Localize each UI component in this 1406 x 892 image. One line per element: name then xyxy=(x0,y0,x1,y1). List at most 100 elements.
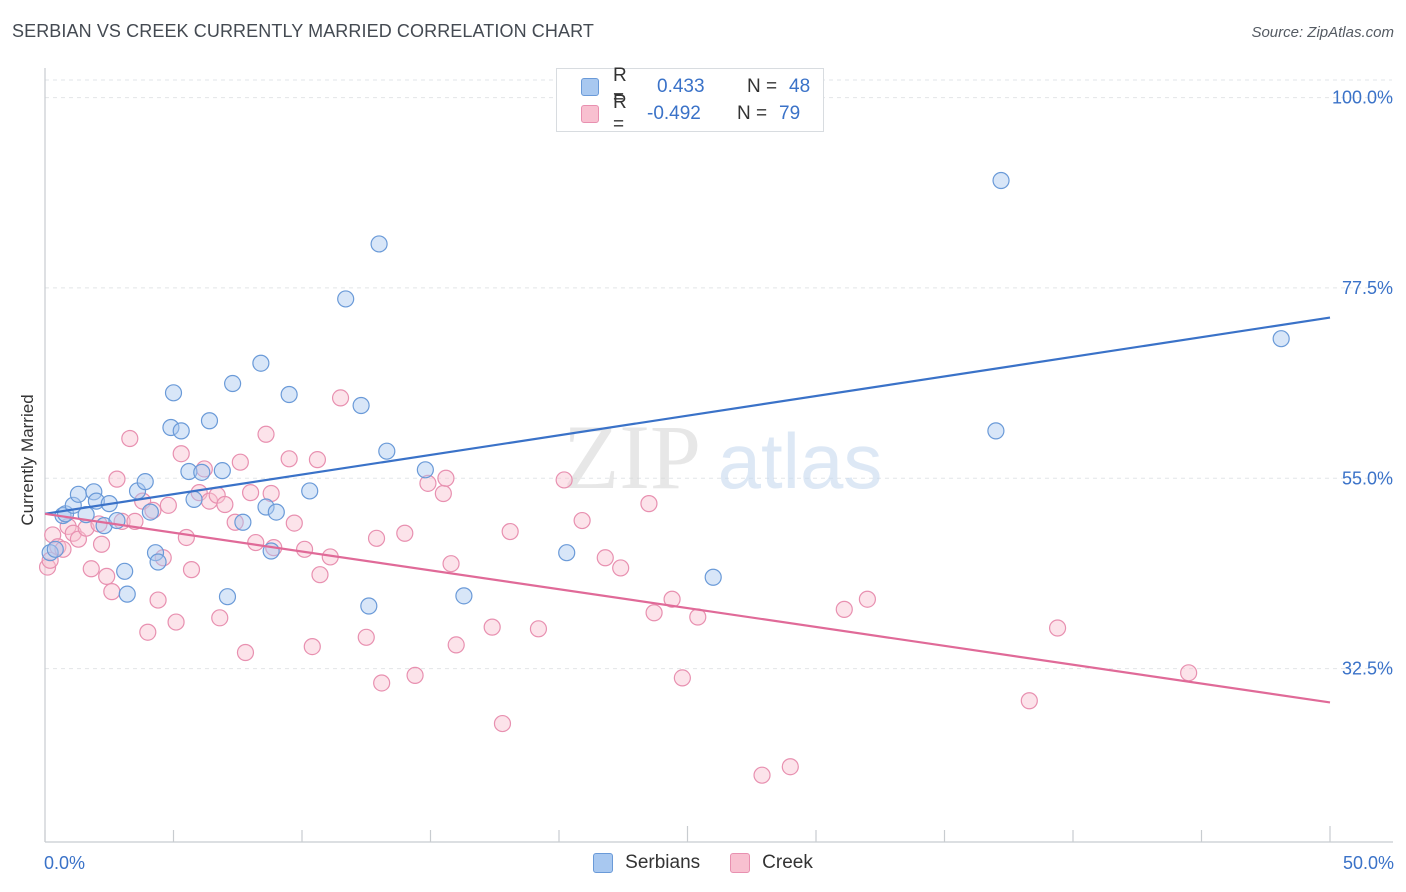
legend-row-creek: R = -0.492 N = 79 xyxy=(581,92,801,135)
serbians-point xyxy=(162,418,180,437)
legend-swatch-creek xyxy=(730,853,751,873)
y-tick-label: 77.5% xyxy=(1342,278,1393,298)
serbians-point xyxy=(172,422,190,440)
creek-point xyxy=(673,669,691,687)
serbians-point xyxy=(69,485,88,503)
creek-point xyxy=(555,471,573,489)
serbians-point xyxy=(704,568,722,586)
creek-point xyxy=(1180,664,1198,682)
legend-r-label: R = xyxy=(613,65,627,108)
chart-title: SERBIAN VS CREEK CURRENTLY MARRIED CORRE… xyxy=(12,21,594,41)
serbians-point xyxy=(218,588,237,606)
serbians-point xyxy=(558,544,576,562)
creek-point xyxy=(434,484,452,503)
serbians-point xyxy=(193,463,211,481)
creek-point xyxy=(835,600,853,618)
serbians-point xyxy=(352,396,370,415)
serbians-point xyxy=(992,171,1010,190)
legend-n-label: N = xyxy=(747,76,778,97)
serbians-point xyxy=(149,553,167,571)
creek-point xyxy=(858,590,877,608)
source-credit: Source: ZipAtlas.com xyxy=(1251,24,1394,41)
legend-item-creek: Creek xyxy=(730,852,813,874)
x-tick-label-max: 50.0% xyxy=(1342,853,1394,873)
serbians-point xyxy=(118,585,136,603)
creek-point xyxy=(167,613,185,631)
creek-point xyxy=(38,558,57,576)
serbians-point xyxy=(200,412,219,430)
creek-point xyxy=(663,590,681,608)
serbians-point xyxy=(185,490,203,509)
creek-point xyxy=(108,470,126,488)
serbians-point xyxy=(416,461,434,479)
creek-point xyxy=(483,618,501,636)
creek-point xyxy=(308,451,327,469)
creek-point xyxy=(121,429,139,448)
creek-point xyxy=(139,623,157,641)
serbians-point xyxy=(280,385,298,404)
serbians-point xyxy=(116,562,134,580)
trend-lines xyxy=(44,316,1331,704)
serbians-point xyxy=(267,503,285,521)
legend-n-value: 79 xyxy=(779,103,801,124)
creek-point xyxy=(367,529,386,547)
creek-point xyxy=(501,522,519,541)
serbians-point xyxy=(370,235,388,253)
y-tick-label: 55.0% xyxy=(1342,468,1393,488)
watermark-atlas: atlas xyxy=(718,417,883,505)
creek-point xyxy=(303,637,321,656)
legend-label-serbians: Serbians xyxy=(625,852,701,873)
creek-point xyxy=(172,445,190,463)
serbians-point xyxy=(180,462,198,481)
legend-r-label: R = xyxy=(613,92,627,135)
legend-swatch-serbians xyxy=(581,78,599,96)
creek-point xyxy=(645,604,663,622)
serbians-point xyxy=(337,290,355,308)
creek-point xyxy=(182,561,201,579)
serbians-point xyxy=(224,374,242,393)
serbians-point xyxy=(46,540,64,558)
serbians-point xyxy=(141,503,159,521)
creek-point xyxy=(98,567,116,585)
creek-point xyxy=(149,591,167,609)
serbians-points xyxy=(41,171,1290,615)
creek-point xyxy=(753,766,771,784)
creek-point xyxy=(280,450,298,468)
creek-point xyxy=(257,425,275,443)
legend-n-value: 48 xyxy=(789,76,811,97)
creek-point xyxy=(612,559,630,577)
creek-point xyxy=(295,540,314,558)
creek-point xyxy=(529,620,548,638)
legend-swatch-serbians xyxy=(593,853,614,873)
legend-r-value: -0.492 xyxy=(647,103,701,124)
serbians-point xyxy=(257,498,275,516)
legend-label-creek: Creek xyxy=(762,852,813,873)
creek-points xyxy=(38,389,1198,784)
x-tick-label-min: 0.0% xyxy=(44,853,86,873)
y-axis-label: Currently Married xyxy=(18,394,37,526)
creek-point xyxy=(103,583,121,601)
axes xyxy=(44,68,1393,843)
creek-point xyxy=(596,549,614,567)
y-tick-label: 100.0% xyxy=(1332,88,1393,108)
serbians-point xyxy=(1272,330,1290,348)
creek-point xyxy=(447,636,465,654)
creek-point xyxy=(144,501,162,520)
creek-point xyxy=(357,628,375,646)
creek-point xyxy=(442,555,460,573)
series-legend: Serbians Creek xyxy=(0,852,1406,874)
creek-point xyxy=(640,495,658,513)
watermark-zip: ZIP xyxy=(563,406,701,508)
serbians-point xyxy=(164,384,183,402)
serbians-point xyxy=(252,354,270,372)
serbians-point xyxy=(213,462,231,480)
y-tick-labels: 100.0% 77.5% 55.0% 32.5% xyxy=(1332,88,1393,679)
creek-point xyxy=(331,389,350,407)
serbians-point xyxy=(301,482,319,500)
creek-point xyxy=(159,496,177,514)
trend-line-creek xyxy=(44,512,1331,704)
creek-point xyxy=(247,533,265,552)
serbians-point xyxy=(360,597,378,615)
serbians-point xyxy=(987,422,1005,440)
creek-point xyxy=(216,495,234,514)
